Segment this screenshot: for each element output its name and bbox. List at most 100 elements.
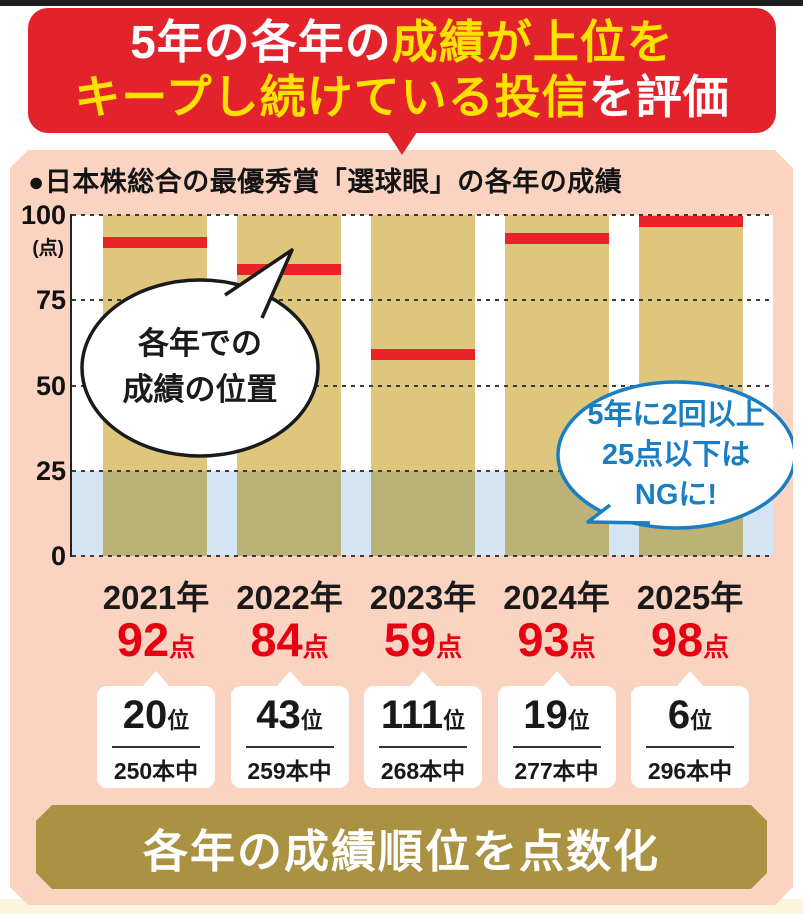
- gridline: [72, 555, 773, 557]
- score-value: 98: [650, 613, 704, 666]
- score-value: 92: [116, 613, 170, 666]
- score-value: 93: [517, 613, 570, 666]
- rank-unit: 位: [443, 708, 466, 733]
- year-label: 2025年: [636, 579, 744, 616]
- footer-banner-text: 各年の成績順位を点数化: [142, 825, 660, 877]
- rank-unit: 位: [300, 708, 323, 733]
- header-text-white: 5年の各年の: [130, 16, 392, 68]
- header-line-1: 5年の各年の成績が上位を: [28, 15, 776, 70]
- score-label: 84点: [229, 616, 351, 671]
- rank-value-line: 20位: [97, 692, 215, 744]
- bubble-position-line-2: 成績の位置: [122, 372, 278, 407]
- score-marker: [639, 216, 743, 227]
- rank-box-pointer: [410, 671, 436, 686]
- rank-value-line: 43位: [231, 692, 349, 744]
- score-label: 93点: [496, 616, 618, 671]
- score-unit: 点: [569, 632, 596, 662]
- rank-total: 268本中: [380, 758, 466, 784]
- footer-banner: 各年の成績順位を点数化: [36, 805, 767, 889]
- rank-box: 6位 296本中: [631, 686, 749, 788]
- speech-bubble-ng-outline: [550, 375, 800, 540]
- result-column-2023: 2023年 59点 111位 268本中: [362, 580, 484, 788]
- rank-value-line: 6位: [631, 692, 749, 744]
- rank-box-pointer: [544, 671, 570, 686]
- rank-box-pointer: [143, 671, 169, 686]
- bubble-ng-line-1: 5年に2回以上: [587, 399, 765, 431]
- rank-divider: [379, 746, 467, 748]
- rank-value: 20: [122, 693, 168, 737]
- y-axis: (点) 100 75 50 25 0: [10, 215, 68, 556]
- year-label: 2023年: [369, 579, 477, 616]
- bubble-position-line-1: 各年での: [138, 326, 262, 361]
- rank-box-pointer: [277, 671, 303, 686]
- speech-bubble-position: 各年での 成績の位置: [82, 321, 318, 413]
- yearly-results-row: 2021年 92点 20位 250本中 2022年 84点 43位 259本中: [95, 580, 751, 788]
- header-text-yellow: キープし続けている投信: [74, 71, 589, 123]
- header-line-2: キープし続けている投信を評価: [28, 70, 776, 125]
- rank-total: 296本中: [647, 758, 733, 784]
- y-tick-label: 0: [50, 541, 66, 571]
- header-text-white: を評価: [588, 71, 730, 123]
- gridline: [72, 299, 773, 301]
- score-marker: [237, 264, 341, 275]
- result-column-2021: 2021年 92点 20位 250本中: [95, 580, 217, 788]
- rank-box-pointer: [677, 671, 703, 686]
- score-unit: 点: [703, 632, 730, 662]
- speech-bubble-position-outline: [70, 240, 330, 470]
- rank-value-line: 111位: [364, 692, 482, 744]
- rank-total: 259本中: [247, 758, 332, 784]
- score-unit: 点: [436, 632, 463, 662]
- rank-divider: [246, 746, 334, 748]
- rank-total: 277本中: [514, 758, 599, 784]
- result-column-2025: 2025年 98点 6位 296本中: [629, 580, 751, 788]
- score-value: 59: [383, 613, 437, 666]
- score-unit: 点: [302, 632, 329, 662]
- y-axis-line: [70, 214, 72, 557]
- rank-divider: [513, 746, 601, 748]
- score-marker: [103, 237, 207, 248]
- score-label: 92点: [95, 616, 217, 671]
- score-unit: 点: [169, 632, 196, 662]
- y-tick-label: 100: [20, 200, 66, 230]
- result-column-2024: 2024年 93点 19位 277本中: [496, 580, 618, 788]
- rank-box: 43位 259本中: [231, 686, 349, 788]
- score-marker: [505, 233, 609, 244]
- speech-bubble-ng: 5年に2回以上 25点以下は NGに!: [556, 395, 796, 515]
- score-marker: [371, 349, 475, 360]
- rank-total: 250本中: [113, 758, 199, 784]
- y-tick-label: 75: [35, 285, 66, 316]
- rank-divider: [112, 746, 200, 748]
- gridline: [72, 470, 773, 472]
- header-banner: 5年の各年の成績が上位を キープし続けている投信を評価: [28, 8, 776, 155]
- rank-box: 20位 250本中: [97, 686, 215, 788]
- rank-value: 43: [256, 693, 301, 737]
- top-border: [0, 0, 803, 6]
- rank-value: 111: [380, 693, 444, 737]
- header-text-yellow: 成績が上位を: [391, 16, 674, 68]
- rank-value: 6: [667, 693, 691, 737]
- rank-unit: 位: [690, 708, 713, 733]
- score-value: 84: [250, 613, 303, 666]
- y-tick-label: 50: [35, 370, 66, 401]
- rank-value-line: 19位: [498, 692, 616, 744]
- rank-box: 19位 277本中: [498, 686, 616, 788]
- year-label: 2024年: [503, 579, 610, 616]
- score-label: 98点: [629, 616, 751, 671]
- year-label: 2022年: [236, 579, 343, 616]
- gridline: [72, 385, 773, 387]
- y-axis-unit-label: (点): [32, 238, 64, 259]
- bubble-ng-line-2: 25点以下は: [601, 439, 751, 471]
- bubble-ng-line-3: NGに!: [634, 479, 718, 511]
- content-panel: ●日本株総合の最優秀賞「選球眼」の各年の成績 (点) 100 75 50 25 0 各年…: [10, 150, 793, 905]
- gridline: [72, 214, 773, 216]
- year-label: 2021年: [102, 579, 210, 616]
- y-tick-label: 25: [35, 455, 66, 486]
- rank-unit: 位: [167, 708, 190, 733]
- score-label: 59点: [362, 616, 484, 671]
- rank-value: 19: [523, 693, 568, 737]
- chart-title: ●日本株総合の最優秀賞「選球眼」の各年の成績: [28, 167, 623, 197]
- banner-pointer-triangle: [387, 132, 417, 155]
- rank-divider: [646, 746, 734, 748]
- result-column-2022: 2022年 84点 43位 259本中: [229, 580, 351, 788]
